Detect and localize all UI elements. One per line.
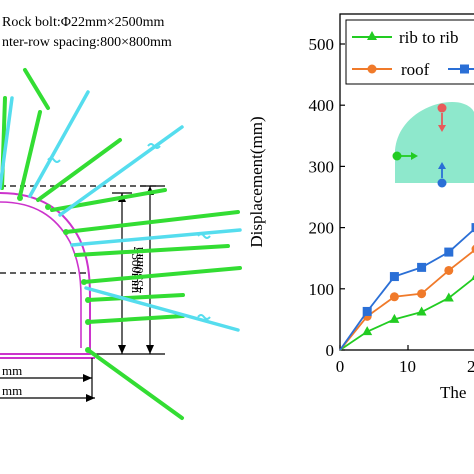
- data-point: [444, 265, 454, 275]
- legend-label-rib: rib to rib: [399, 28, 459, 47]
- anchor-cables: [0, 90, 242, 332]
- inset-rib-point: [392, 151, 402, 161]
- data-point: [443, 292, 454, 302]
- cable-connectors: [47, 143, 211, 320]
- y-tick-label: 100: [309, 280, 335, 299]
- height-dim-4350: 4350mm: [131, 247, 146, 293]
- y-tick-label: 400: [309, 96, 335, 115]
- height-dim-4300: 4300mm: [129, 247, 144, 293]
- data-point: [444, 247, 454, 257]
- data-point: [471, 274, 474, 281]
- data-point: [362, 326, 373, 336]
- inset-floor-point: [437, 178, 447, 188]
- data-point: [389, 272, 399, 282]
- plot-series: [339, 223, 474, 351]
- legend-marker-roof: [367, 64, 377, 74]
- inset-floor-arrowhead: [438, 162, 446, 169]
- inset-tunnel-schematic: [392, 102, 474, 188]
- width-dim-2: mm: [2, 383, 22, 398]
- series-line-1: [339, 276, 474, 351]
- x-tick-label: 0: [336, 357, 345, 376]
- legend-marker-floor: [460, 64, 469, 74]
- x-tick-label: 2: [467, 357, 474, 376]
- y-axis: 0 100 200 300 400 500: [309, 35, 345, 360]
- x-tick-label: 10: [399, 357, 416, 376]
- y-tick-label: 200: [309, 219, 335, 238]
- series-line-3: [339, 228, 474, 351]
- x-axis: 0 10 2: [336, 345, 474, 376]
- y-axis-label: Displacement(mm): [247, 116, 266, 247]
- support-diagram: Rock bolt:Φ22mm×2500mm nter-row spacing:…: [0, 15, 242, 420]
- displacement-chart: 0 100 200 300 400 500 0 10 2 Displacement(mm) T…: [247, 13, 474, 402]
- data-point: [471, 223, 474, 233]
- bolt-spec-note: Rock bolt:Φ22mm×2500mm: [2, 15, 165, 30]
- chart-legend: rib to rib roof: [345, 19, 474, 85]
- dimension-lines: [0, 185, 165, 399]
- inset-roof-arrowhead: [438, 125, 446, 132]
- legend-frame: [345, 19, 474, 85]
- y-tick-label: 500: [309, 35, 335, 54]
- plot-frame: [339, 13, 474, 351]
- data-point: [389, 292, 399, 302]
- data-point: [389, 313, 400, 323]
- inset-roof-point: [437, 103, 447, 113]
- y-tick-label: 0: [326, 341, 335, 360]
- inset-rib-arrowhead: [411, 152, 418, 160]
- data-point: [417, 289, 427, 299]
- data-point: [362, 306, 372, 316]
- y-tick-label: 300: [309, 157, 335, 176]
- bolt-plates: [17, 195, 91, 353]
- x-axis-label: The: [440, 383, 466, 402]
- legend-marker-rib: [367, 31, 377, 40]
- data-point: [471, 244, 474, 254]
- series-line-2: [339, 249, 474, 351]
- data-point: [416, 306, 427, 316]
- rock-bolts: [0, 68, 242, 420]
- legend-label-roof: roof: [401, 60, 430, 79]
- data-point: [417, 262, 427, 272]
- roadway-outline-inner: [0, 201, 82, 348]
- width-dim-1: mm: [2, 363, 22, 378]
- inset-tunnel-shape: [395, 102, 474, 183]
- spacing-note: nter-row spacing:800×800mm: [2, 35, 172, 50]
